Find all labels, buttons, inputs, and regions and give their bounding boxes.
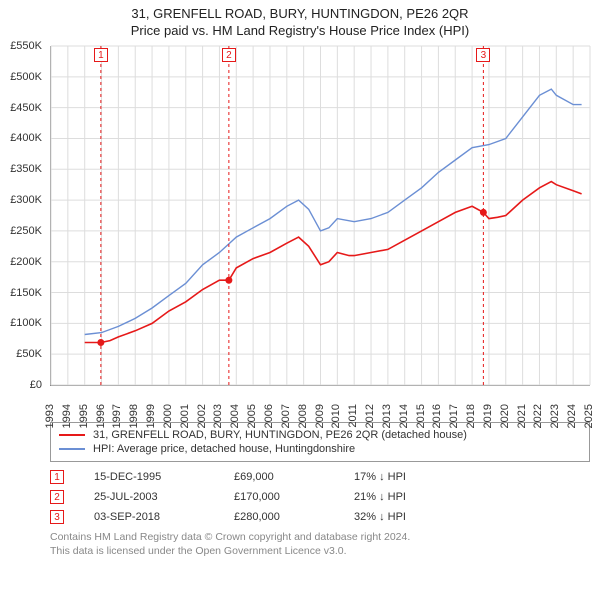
- y-tick-label: £550K: [10, 40, 42, 52]
- x-tick-label: 2001: [179, 404, 191, 428]
- sale-row-marker: 3: [50, 510, 64, 524]
- y-tick-label: £0: [30, 379, 42, 391]
- x-tick-label: 2008: [297, 404, 309, 428]
- y-tick-label: £350K: [10, 163, 42, 175]
- chart-titles: 31, GRENFELL ROAD, BURY, HUNTINGDON, PE2…: [0, 0, 600, 38]
- legend-label-property: 31, GRENFELL ROAD, BURY, HUNTINGDON, PE2…: [93, 429, 467, 441]
- legend-row-hpi: HPI: Average price, detached house, Hunt…: [59, 443, 581, 455]
- x-tick-label: 2021: [516, 404, 528, 428]
- x-tick-label: 2020: [499, 404, 511, 428]
- sale-diff: 32% ↓ HPI: [354, 511, 464, 523]
- sale-row: 2 25-JUL-2003 £170,000 21% ↓ HPI: [50, 490, 590, 504]
- x-tick-label: 2015: [415, 404, 427, 428]
- y-tick-label: £500K: [10, 71, 42, 83]
- x-tick-label: 2022: [532, 404, 544, 428]
- sale-price: £280,000: [234, 511, 324, 523]
- sale-price: £69,000: [234, 471, 324, 483]
- x-tick-label: 2000: [162, 404, 174, 428]
- x-tick-label: 2023: [549, 404, 561, 428]
- x-tick-label: 2013: [381, 404, 393, 428]
- x-tick-label: 2011: [347, 404, 359, 428]
- x-tick-label: 2025: [583, 404, 595, 428]
- chart-area: £0£50K£100K£150K£200K£250K£300K£350K£400…: [50, 46, 590, 416]
- y-tick-label: £300K: [10, 194, 42, 206]
- x-tick-label: 1997: [111, 404, 123, 428]
- title-main: 31, GRENFELL ROAD, BURY, HUNTINGDON, PE2…: [0, 6, 600, 21]
- x-tick-label: 2005: [246, 404, 258, 428]
- sale-row: 3 03-SEP-2018 £280,000 32% ↓ HPI: [50, 510, 590, 524]
- x-tick-label: 2024: [566, 404, 578, 428]
- x-tick-label: 1999: [145, 404, 157, 428]
- x-tick-label: 2018: [465, 404, 477, 428]
- x-tick-label: 2019: [482, 404, 494, 428]
- legend-swatch-hpi: [59, 448, 85, 450]
- sales-table: 1 15-DEC-1995 £69,000 17% ↓ HPI 2 25-JUL-2003…: [50, 470, 590, 524]
- sale-row: 1 15-DEC-1995 £69,000 17% ↓ HPI: [50, 470, 590, 484]
- x-tick-label: 2007: [280, 404, 292, 428]
- sale-diff: 21% ↓ HPI: [354, 491, 464, 503]
- x-tick-label: 2012: [364, 404, 376, 428]
- sale-row-marker: 2: [50, 490, 64, 504]
- x-tick-label: 2009: [314, 404, 326, 428]
- x-tick-label: 2017: [448, 404, 460, 428]
- attribution-line1: Contains HM Land Registry data © Crown c…: [50, 530, 590, 544]
- x-tick-label: 2002: [196, 404, 208, 428]
- sale-row-marker: 1: [50, 470, 64, 484]
- x-tick-label: 1996: [95, 404, 107, 428]
- sale-date: 25-JUL-2003: [94, 491, 204, 503]
- x-axis: 1993199419951996199719981999200020012002…: [50, 386, 590, 416]
- y-tick-label: £250K: [10, 225, 42, 237]
- y-tick-label: £100K: [10, 317, 42, 329]
- y-tick-label: £50K: [16, 348, 42, 360]
- y-tick-label: £400K: [10, 132, 42, 144]
- attribution: Contains HM Land Registry data © Crown c…: [50, 530, 590, 558]
- x-tick-label: 1995: [78, 404, 90, 428]
- y-tick-label: £450K: [10, 102, 42, 114]
- sale-price: £170,000: [234, 491, 324, 503]
- x-tick-label: 2006: [263, 404, 275, 428]
- sale-date: 15-DEC-1995: [94, 471, 204, 483]
- x-tick-label: 1993: [44, 404, 56, 428]
- x-tick-label: 2003: [212, 404, 224, 428]
- x-tick-label: 2004: [229, 404, 241, 428]
- y-tick-label: £200K: [10, 256, 42, 268]
- sale-marker-box: 2: [222, 48, 236, 62]
- attribution-line2: This data is licensed under the Open Gov…: [50, 544, 590, 558]
- plot-area: 1 2 3: [50, 46, 590, 386]
- x-tick-label: 1998: [128, 404, 140, 428]
- legend-row-property: 31, GRENFELL ROAD, BURY, HUNTINGDON, PE2…: [59, 429, 581, 441]
- sale-date: 03-SEP-2018: [94, 511, 204, 523]
- plot-svg: [51, 46, 590, 385]
- y-axis: £0£50K£100K£150K£200K£250K£300K£350K£400…: [0, 46, 46, 386]
- x-tick-label: 2016: [431, 404, 443, 428]
- x-tick-label: 2010: [330, 404, 342, 428]
- legend-swatch-property: [59, 434, 85, 436]
- sale-marker-box: 1: [94, 48, 108, 62]
- sale-marker-box: 3: [476, 48, 490, 62]
- x-tick-label: 1994: [61, 404, 73, 428]
- x-tick-label: 2014: [398, 404, 410, 428]
- y-tick-label: £150K: [10, 287, 42, 299]
- legend-label-hpi: HPI: Average price, detached house, Hunt…: [93, 443, 355, 455]
- sale-diff: 17% ↓ HPI: [354, 471, 464, 483]
- title-sub: Price paid vs. HM Land Registry's House …: [0, 23, 600, 38]
